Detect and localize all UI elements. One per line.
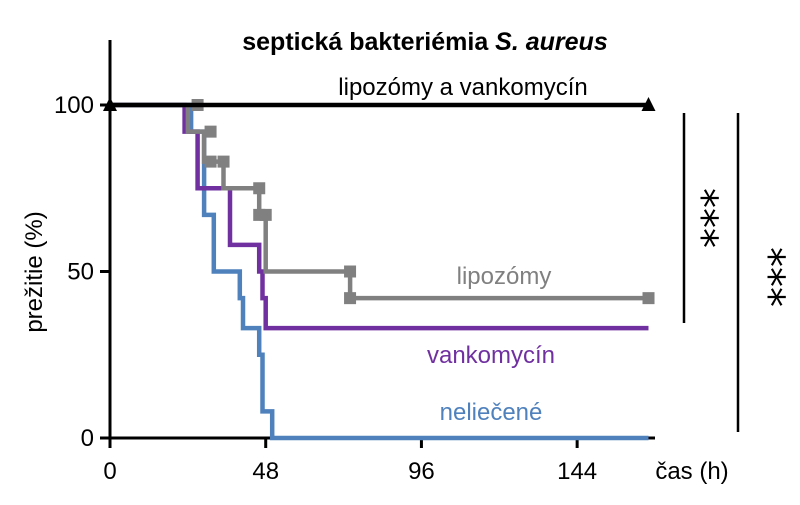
data-point-lipozomy-a-vankomycin xyxy=(641,97,656,111)
significance-stars-2: *** xyxy=(746,247,792,307)
data-point-lipozomy xyxy=(259,208,272,221)
data-point-lipozomy xyxy=(253,182,266,195)
series-label-lipozomy: lipozómy xyxy=(457,263,552,290)
series-label-vankomycin: vankomycín xyxy=(427,342,555,369)
x-axis-label: čas (h) xyxy=(655,458,728,485)
x-tick-label: 48 xyxy=(252,458,279,485)
chart-title: septická bakteriémia S. aureus xyxy=(242,28,608,56)
series-line-vankomycin xyxy=(110,102,649,331)
significance-stars-1: *** xyxy=(679,188,725,248)
y-tick-label: 50 xyxy=(67,259,94,286)
data-point-lipozomy xyxy=(642,292,655,305)
chart-title-main: septická bakteriémia xyxy=(242,28,495,56)
y-tick-label: 0 xyxy=(81,425,94,452)
data-point-lipozomy xyxy=(344,292,357,305)
y-axis-label: prežitie (%) xyxy=(21,211,48,332)
series-label-lipozomy-a-vankomycin: lipozómy a vankomycín xyxy=(338,74,587,101)
axis-ticks: 0 48 96 144 0 50 100 xyxy=(54,92,597,485)
data-point-lipozomy xyxy=(344,265,357,278)
x-tick-label: 144 xyxy=(557,458,597,485)
data-point-lipozomy xyxy=(204,125,217,138)
x-tick-label: 0 xyxy=(103,458,116,485)
data-point-lipozomy xyxy=(204,155,217,168)
data-point-lipozomy xyxy=(217,155,230,168)
x-tick-label: 96 xyxy=(408,458,435,485)
series-label-neliecene: neliečené xyxy=(440,399,543,426)
data-point-lipozomy-a-vankomycin xyxy=(103,97,117,111)
chart-title-species: S. aureus xyxy=(495,28,608,56)
series-line-lipozomy xyxy=(110,102,649,301)
series-line-neliecene xyxy=(110,102,649,441)
y-tick-label: 100 xyxy=(54,92,94,119)
series-layer: neliečené vankomycín lipozómy lipozómy a va… xyxy=(103,74,656,441)
